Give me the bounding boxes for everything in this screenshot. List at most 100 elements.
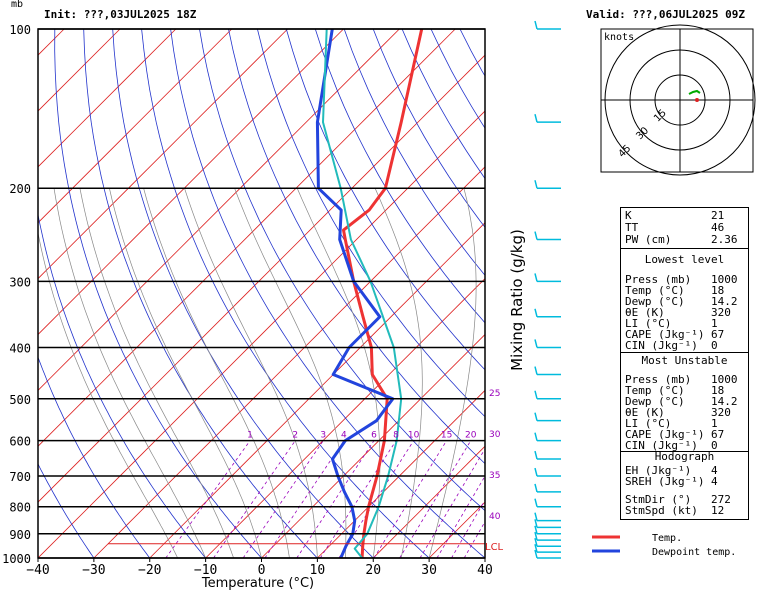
temperature-tick-label: 0 (258, 563, 266, 578)
mixing-ratio-line (319, 440, 397, 558)
mixing-ratio-label: 10 (408, 431, 420, 441)
pressure-tick-label: 500 (9, 393, 31, 407)
x-axis-label: Temperature (°C) (201, 576, 314, 591)
moist-adiabat-line (374, 188, 423, 558)
mixing-ratio-label: 4 (341, 431, 347, 441)
wind-barb-flag (534, 432, 538, 441)
dry-adiabat-line (170, 29, 485, 558)
index-row: LI (°C) 1 (625, 317, 718, 330)
index-row: CIN (Jkg⁻¹) 0 (625, 439, 718, 452)
mixing-ratio-axis-label: Mixing Ratio (g/kg) (508, 229, 526, 371)
pressure-tick-label: 200 (9, 182, 31, 196)
mixing-ratio-label: 3 (320, 431, 326, 441)
most-unstable-title: Most Unstable (641, 354, 728, 367)
legend-temp-label: Temp. (652, 533, 682, 544)
isotherm-line (38, 29, 400, 391)
index-row: Press (mb) 1000 (625, 273, 738, 286)
isotherm-line (317, 389, 485, 558)
mixing-ratio-label: 1 (247, 431, 253, 441)
moist-adiabat-line (53, 188, 206, 558)
indices-panel: K 21 TT 46 PW (cm) 2.36 Lowest level Press … (620, 207, 749, 520)
dry-adiabat-line (285, 29, 485, 371)
moist-adiabat-line (296, 188, 381, 558)
index-row: CAPE (Jkg⁻¹) 67 (625, 428, 725, 441)
wind-barb-flag (534, 273, 538, 282)
wind-barb-flag (534, 525, 538, 534)
wind-barb-flag (534, 544, 538, 553)
index-row: θE (K) 320 (625, 406, 731, 419)
temperature-tick-label: −30 (82, 563, 105, 578)
wind-barb-flag (534, 549, 538, 559)
mixing-ratio-label: 8 (393, 431, 399, 441)
dry-adiabat-line (38, 212, 206, 558)
moist-adiabat-line (79, 188, 234, 558)
mixing-ratio-line (463, 520, 485, 558)
moist-adiabat-line (38, 231, 179, 558)
index-row: CIN (Jkg⁻¹) 0 (625, 339, 718, 352)
dry-adiabat-line (112, 29, 374, 558)
storm-motion-marker (695, 98, 699, 102)
mixing-ratio-line (419, 448, 485, 558)
dry-adiabat-line (83, 29, 318, 558)
pressure-tick-label: 700 (9, 470, 31, 484)
pressure-tick-label: 900 (9, 528, 31, 542)
index-row: StmSpd (kt) 12 (625, 504, 725, 517)
dry-adiabat-line (54, 29, 262, 558)
isotherm-line (38, 29, 456, 447)
index-row: PW (cm) 2.36 (625, 233, 738, 246)
isotherm-line (38, 29, 288, 280)
moist-adiabat-line (234, 188, 347, 558)
mixing-ratio-label: 2 (292, 431, 298, 441)
moist-adiabat-line (428, 188, 477, 558)
index-row: LI (°C) 1 (625, 417, 718, 430)
temperature-tick-label: 20 (365, 563, 381, 578)
mixing-ratio-line (373, 440, 447, 558)
index-row: EH (Jkg⁻¹) 4 (625, 464, 718, 477)
temperature-tick-label: 10 (310, 563, 326, 578)
mixing-ratio-label: 15 (441, 431, 452, 441)
mixing-ratio-label: 30 (489, 430, 501, 440)
temperature-tick-label: 30 (421, 563, 437, 578)
dry-adiabat-line (228, 29, 485, 465)
wind-barb-flag (534, 519, 538, 528)
isotherm-line (149, 222, 485, 558)
mixing-ratio-line (165, 440, 251, 558)
mixing-ratio-label: 25 (489, 389, 500, 399)
isotherm-line (38, 29, 177, 168)
wind-barb-flag (534, 20, 538, 30)
index-row: Dewp (°C) 14.2 (625, 395, 738, 408)
pressure-tick-label: 400 (9, 341, 31, 355)
isotherm-line (372, 445, 485, 558)
temperature-tick-label: −10 (194, 563, 217, 578)
wind-barb-flag (534, 498, 538, 507)
mixing-ratio-line (213, 440, 296, 558)
legend-dewpoint-label: Dewpoint temp. (652, 547, 736, 558)
hodograph-title: Hodograph (654, 450, 715, 463)
pressure-unit: mb (11, 0, 24, 10)
isotherm-line (38, 29, 233, 224)
isotherm-line (38, 54, 485, 503)
wind-barb-flag (534, 113, 538, 123)
temperature-tick-label: −40 (26, 563, 49, 578)
dewpoint-profile (315, 29, 395, 558)
dry-adiabat-line (314, 29, 485, 324)
index-row: Dewp (°C) 14.2 (625, 295, 738, 308)
mixing-ratio-label: 20 (465, 431, 477, 441)
temperature-tick-label: 40 (477, 563, 493, 578)
plot-frame (37, 28, 486, 559)
pressure-tick-label: 800 (9, 501, 31, 515)
isotherm-line (205, 278, 485, 558)
mixing-ratio-line (338, 440, 414, 558)
isotherm-line (0, 29, 8, 558)
dry-adiabat-line (141, 29, 430, 558)
hodograph-units: knots (604, 32, 634, 43)
dry-adiabat-line (38, 463, 95, 558)
isotherm-line (261, 333, 485, 558)
mixing-ratio-labels: 1 2 3 4 6 8 10 15 20 25 30 35 40 (247, 389, 501, 522)
mixing-ratio-line (436, 475, 485, 558)
pressure-tick-label: 100 (9, 23, 31, 37)
wind-barb-flag (534, 467, 538, 477)
moist-adiabat-line (184, 188, 318, 558)
wind-barb-flag (534, 180, 538, 189)
